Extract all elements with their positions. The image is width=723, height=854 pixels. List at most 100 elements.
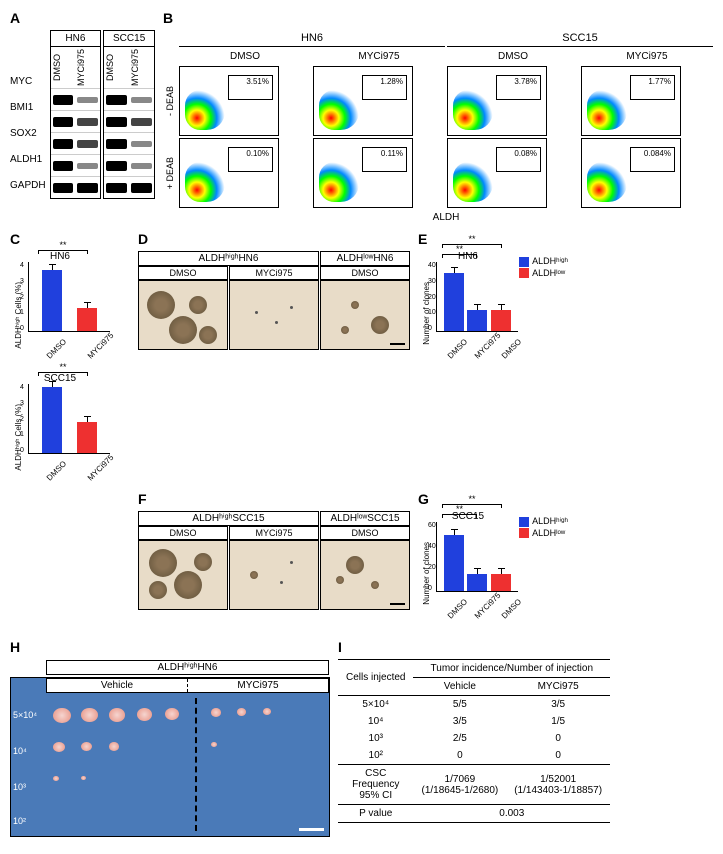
flow-hn6-header: HN6	[179, 30, 445, 47]
tbl-p-label: P value	[338, 805, 413, 823]
tumor-photo: ALDHʰⁱᵍʰHN6 Vehicle MYCi975 5×10⁴ 10⁴ 10…	[10, 677, 330, 837]
tbl-m: 1/5	[506, 713, 610, 730]
wb-blots: HN6 DMSO MYCi975 SCC15	[50, 30, 155, 199]
micro-d-1	[138, 280, 228, 350]
panel-c: C HN6ALDHʰⁱᵍʰ Cells (%)**43210DMSOMYCi97…	[10, 231, 130, 483]
bar-xlabel: MYCi975	[85, 462, 106, 483]
tumor	[53, 742, 65, 752]
flow-pct-1: 3.51%	[245, 77, 270, 86]
wb-label-gapdh: GAPDH	[10, 175, 46, 197]
tumor-h-myci: MYCi975	[188, 679, 328, 692]
tumor	[165, 708, 179, 720]
micro-f-1	[138, 540, 228, 610]
micro-d-s1: DMSO	[138, 266, 228, 280]
bar	[491, 310, 511, 331]
flow-pct-4: 1.77%	[647, 77, 672, 86]
tumor	[81, 708, 98, 722]
panel-i-label: I	[338, 639, 610, 655]
micro-f-g2: ALDHˡᵒʷSCC15	[320, 511, 410, 526]
wb-hn6-myci: MYCi975	[75, 47, 100, 88]
flow-plot-5: 0.10%	[179, 138, 279, 208]
tumor	[211, 742, 217, 747]
tbl-v: 3/5	[413, 713, 506, 730]
tbl-cells: 10²	[338, 747, 413, 765]
wb-hn6-dmso: DMSO	[51, 47, 76, 88]
flow-sub-1: DMSO	[179, 49, 311, 64]
tbl-m: 0	[506, 730, 610, 747]
tumor-title: ALDHʰⁱᵍʰHN6	[46, 660, 329, 675]
panel-d-label: D	[138, 231, 410, 247]
legend-item: ALDHˡᵒʷ	[519, 268, 568, 278]
figure-container: A MYC BMI1 SOX2 ALDH1 GAPDH HN6 DMSO MYC…	[10, 10, 713, 837]
tbl-vehicle: Vehicle	[413, 678, 506, 696]
flow-plot-6: 0.11%	[313, 138, 413, 208]
tbl-csc-label: CSC Frequency 95% CI	[338, 765, 413, 805]
tumor-h-vehicle: Vehicle	[47, 679, 188, 692]
flow-plot-1: 3.51%	[179, 66, 279, 136]
flow-xlabel: ALDH	[179, 210, 713, 223]
tumor	[53, 776, 59, 781]
bar	[467, 310, 487, 331]
panel-b: B HN6 SCC15 DMSO MYCi975 DMSO MYCi975 - …	[163, 10, 713, 223]
wb-label-bmi1: BMI1	[10, 96, 46, 118]
flow-pct-5: 0.10%	[245, 149, 270, 158]
flow-plot-2: 1.28%	[313, 66, 413, 136]
tumor	[263, 708, 271, 715]
barchart: HN6ALDHʰⁱᵍʰ Cells (%)**43210DMSOMYCi975	[10, 251, 110, 361]
wb-scc15-dmso: DMSO	[104, 47, 129, 88]
tumor	[137, 708, 152, 721]
micro-f-s1: DMSO	[138, 526, 228, 540]
bar	[444, 273, 464, 331]
flow-plot-3: 3.78%	[447, 66, 547, 136]
tbl-cells: 10⁴	[338, 713, 413, 730]
bar-xlabel: MYCi975	[473, 340, 494, 361]
tumor	[211, 708, 221, 717]
legend-item: ALDHʰⁱᵍʰ	[519, 516, 568, 527]
wb-label-aldh1: ALDH1	[10, 149, 46, 171]
panel-a-label: A	[10, 10, 155, 26]
tumor-dose-1: 5×10⁴	[13, 710, 37, 720]
tbl-m: 3/5	[506, 696, 610, 714]
tumor	[109, 708, 125, 722]
bar	[77, 422, 97, 454]
bar	[42, 270, 62, 331]
micro-f-3	[320, 540, 410, 610]
bar	[444, 535, 464, 591]
incidence-table: Cells injected Tumor incidence/Number of…	[338, 659, 610, 823]
bar	[467, 574, 487, 592]
bar	[77, 308, 97, 331]
bar-xlabel: MYCi975	[473, 600, 494, 621]
flow-scc15-header: SCC15	[447, 30, 713, 47]
wb-label-myc: MYC	[10, 70, 46, 92]
panel-i: I Cells injected Tumor incidence/Number …	[338, 639, 610, 823]
flow-pct-3: 3.78%	[513, 77, 538, 86]
micro-d-s3: DMSO	[320, 266, 410, 280]
wb-scc15-header: SCC15	[104, 31, 154, 47]
panel-h-label: H	[10, 639, 330, 655]
tbl-cells: 5×10⁴	[338, 696, 413, 714]
tbl-m: 0	[506, 747, 610, 765]
tbl-cells-header: Cells injected	[338, 660, 413, 696]
wb-scc15-myci: MYCi975	[129, 47, 154, 88]
tumor-dose-3: 10³	[13, 782, 26, 792]
flow-minus-deab: - DEAB	[163, 84, 177, 118]
tumor	[109, 742, 119, 751]
micro-f-g1: ALDHʰⁱᵍʰSCC15	[138, 511, 319, 526]
panel-g: G SCC15Number of clones****6040200DMSOMY…	[418, 491, 518, 621]
bar-xlabel: DMSO	[500, 340, 521, 361]
wb-protein-labels: MYC BMI1 SOX2 ALDH1 GAPDH	[10, 30, 50, 199]
legend-item: ALDHʰⁱᵍʰ	[519, 256, 568, 267]
panel-b-label: B	[163, 10, 713, 26]
panel-f: F ALDHʰⁱᵍʰSCC15 ALDHˡᵒʷSCC15 DMSO MYCi97…	[138, 491, 410, 610]
tbl-csc-vehicle: 1/7069 (1/18645-1/2680)	[413, 765, 506, 805]
flow-sub-3: DMSO	[447, 49, 579, 64]
tumor-dose-2: 10⁴	[13, 746, 27, 756]
flow-pct-8: 0.084%	[643, 149, 672, 158]
panel-h: H ALDHʰⁱᵍʰHN6 Vehicle MYCi975 5×10⁴ 10⁴ …	[10, 639, 330, 837]
panel-a: A MYC BMI1 SOX2 ALDH1 GAPDH HN6 DMSO MYC…	[10, 10, 155, 199]
tbl-main-header: Tumor incidence/Number of injection	[413, 660, 610, 678]
bar-xlabel: DMSO	[44, 340, 65, 361]
micro-d-g1: ALDHʰⁱᵍʰHN6	[138, 251, 319, 266]
tbl-v: 2/5	[413, 730, 506, 747]
tbl-v: 0	[413, 747, 506, 765]
